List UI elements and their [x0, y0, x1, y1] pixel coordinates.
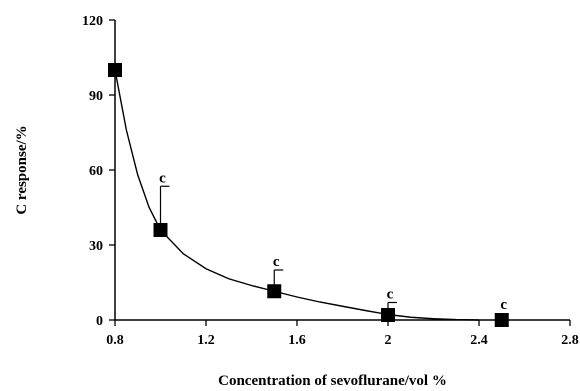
- y-axis-title: C response/%: [14, 125, 30, 214]
- axes: [114, 20, 570, 321]
- y-tick-label: 30: [89, 239, 103, 254]
- significance-label: c: [500, 297, 507, 313]
- x-axis-title: Concentration of sevoflurane/vol %: [218, 373, 447, 389]
- x-tick-label: 2.8: [561, 333, 579, 348]
- data-point: [381, 308, 395, 322]
- x-tick-label: 0.8: [106, 333, 124, 348]
- fit-curve: [114, 69, 480, 321]
- x-tick-label: 1.2: [197, 333, 215, 348]
- x-tick-label: 2.4: [470, 333, 488, 348]
- data-points: [108, 63, 509, 327]
- data-point: [267, 284, 282, 299]
- data-point: [153, 223, 168, 237]
- significance-label: c: [387, 287, 394, 303]
- annotations: c c c c: [159, 170, 507, 313]
- y-tick-label: 90: [89, 89, 103, 104]
- data-point: [108, 63, 122, 77]
- ticks: 0 30 60 90 120 0.8 1.2 1.6 2 2.4 2.8: [82, 14, 579, 348]
- y-tick-label: 0: [96, 314, 103, 329]
- y-tick-label: 120: [82, 14, 103, 29]
- significance-label: c: [273, 254, 280, 270]
- significance-label: c: [159, 170, 166, 186]
- data-point: [494, 313, 509, 327]
- x-tick-label: 1.6: [288, 333, 306, 348]
- y-tick-label: 60: [89, 164, 103, 179]
- x-tick-label: 2: [385, 333, 392, 348]
